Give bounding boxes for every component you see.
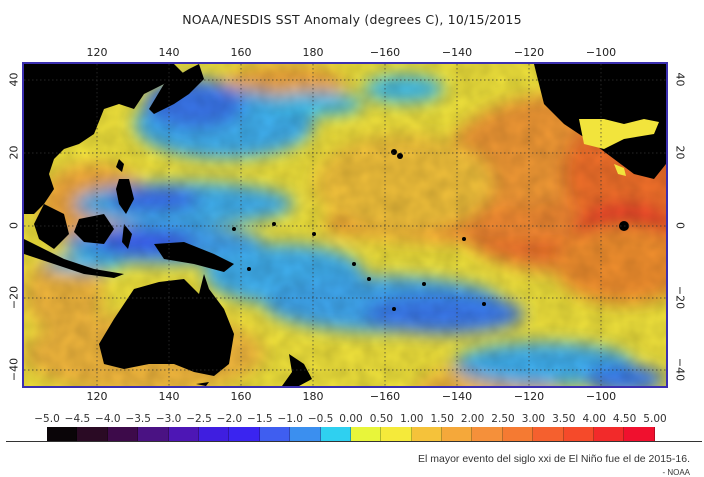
colorbar-tick-label: −2.5 — [186, 413, 212, 425]
colorbar-tick-label: −1.0 — [277, 413, 303, 425]
colorbar-tick-label: 1.00 — [400, 413, 424, 425]
colorbar-segment — [290, 427, 321, 441]
colorbar-tick-label: 4.50 — [612, 413, 637, 425]
colorbar-segment — [594, 427, 625, 441]
y-tick-right: 0 — [673, 222, 687, 229]
colorbar-tick-label: −3.0 — [155, 413, 182, 425]
x-tick-top: −140 — [441, 46, 473, 59]
y-tick-right: −20 — [673, 285, 687, 310]
caption-divider — [6, 441, 702, 442]
land-masses — [24, 64, 666, 386]
colorbar-tick-label: 4.00 — [582, 413, 606, 425]
colorbar-tick-label: 0.50 — [369, 413, 394, 425]
x-tick-bottom: 160 — [230, 390, 252, 403]
map-title: NOAA/NESDIS SST Anomaly (degrees C), 10/… — [182, 12, 522, 27]
colorbar-segment — [77, 427, 108, 441]
sst-map-graphic — [24, 64, 666, 386]
colorbar-segment — [138, 427, 169, 441]
colorbar-tick-label: 5.00 — [643, 413, 667, 425]
x-tick-bottom: −160 — [369, 390, 401, 403]
colorbar-segment — [259, 427, 291, 441]
colorbar-segment — [320, 427, 351, 441]
colorbar-segment — [411, 427, 443, 441]
colorbar-tick-label: −1.5 — [247, 413, 273, 425]
y-tick-left: 20 — [7, 145, 21, 160]
x-tick-top: 140 — [158, 46, 180, 59]
colorbar-tick-label: 2.00 — [460, 413, 485, 425]
x-tick-top: −160 — [369, 46, 401, 59]
x-tick-top: 180 — [302, 46, 324, 59]
colorbar-tick-label: −3.5 — [125, 413, 151, 425]
colorbar-tick-label: 1.50 — [430, 413, 454, 425]
colorbar-segment — [350, 427, 382, 441]
colorbar-tick-label: −4.0 — [95, 413, 121, 425]
colorbar-segment — [502, 427, 534, 441]
x-tick-bottom: −120 — [513, 390, 545, 403]
y-tick-left: 0 — [7, 222, 21, 229]
colorbar-segment — [381, 427, 412, 441]
colorbar-segment — [533, 427, 564, 441]
sst-anomaly-map — [22, 62, 668, 388]
colorbar-segment — [624, 427, 655, 441]
x-tick-top: 120 — [86, 46, 108, 59]
x-tick-bottom: −100 — [585, 390, 617, 403]
colorbar-tick-label: −5.0 — [34, 413, 60, 425]
x-tick-top: −100 — [585, 46, 617, 59]
image-credit: - NOAA — [662, 468, 690, 477]
colorbar-segment — [168, 427, 199, 441]
colorbar — [47, 427, 655, 441]
colorbar-segment — [442, 427, 473, 441]
x-tick-bottom: 140 — [158, 390, 180, 403]
colorbar-tick-label: −2.0 — [216, 413, 243, 425]
y-tick-left: −40 — [7, 357, 21, 382]
colorbar-segment — [472, 427, 503, 441]
x-tick-bottom: 180 — [302, 390, 324, 403]
colorbar-tick-label: 0.00 — [339, 413, 363, 425]
colorbar-tick-label: 3.50 — [552, 413, 576, 425]
image-caption: El mayor evento del siglo xxi de El Niño… — [418, 453, 690, 465]
colorbar-segment — [229, 427, 260, 441]
colorbar-tick-label: −0.5 — [307, 413, 334, 425]
x-tick-top: −120 — [513, 46, 545, 59]
grid-lines — [24, 64, 666, 386]
x-tick-bottom: 120 — [86, 390, 108, 403]
colorbar-tick-label: 2.50 — [491, 413, 515, 425]
y-tick-left: 40 — [7, 72, 21, 87]
colorbar-tick-label: −4.5 — [64, 413, 91, 425]
y-tick-right: 40 — [673, 72, 687, 87]
y-tick-right: 20 — [673, 145, 687, 160]
colorbar-tick-label: 3.00 — [521, 413, 546, 425]
y-tick-left: −20 — [7, 285, 21, 310]
colorbar-segment — [563, 427, 595, 441]
colorbar-segment — [107, 427, 139, 441]
x-tick-bottom: −140 — [441, 390, 473, 403]
colorbar-segment — [198, 427, 230, 441]
x-tick-top: 160 — [230, 46, 252, 59]
y-tick-right: −40 — [673, 357, 687, 382]
colorbar-segment — [47, 427, 78, 441]
